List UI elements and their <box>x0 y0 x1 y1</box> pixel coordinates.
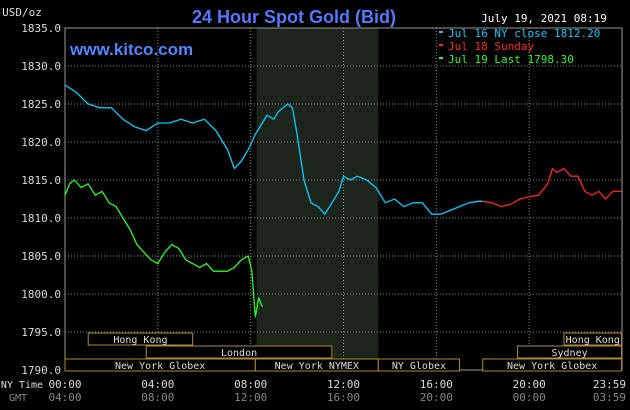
y-tick-label: 1820.0 <box>21 136 61 149</box>
price-series <box>64 84 622 318</box>
x-tick-label-gmt: 04:00 <box>48 391 81 404</box>
x-tick-label-ny: 20:00 <box>513 378 546 391</box>
series-line-1 <box>482 167 622 208</box>
x-tick-label-ny: 04:00 <box>141 378 174 391</box>
session-label: London <box>221 348 257 359</box>
x-tick-label-ny: 16:00 <box>420 378 453 391</box>
y-tick-label: 1800.0 <box>21 288 61 301</box>
nymex-shaded-region <box>256 28 379 370</box>
kitco-website-label: www.kitco.com <box>69 40 193 59</box>
series-line-0 <box>64 84 483 215</box>
session-label: New York Globex <box>115 361 205 372</box>
legend: Jul 16 NY close 1812.20 Jul 18 Sunday Ju… <box>439 27 600 66</box>
x-tick-label-gmt: 08:00 <box>141 391 174 404</box>
grid-lines <box>65 28 622 370</box>
y-tick-label: 1835.0 <box>21 22 61 35</box>
session-bar <box>563 332 623 346</box>
market-session-bars: Hong Kong London New York Globex New York N… <box>64 332 623 372</box>
x-tick-label-gmt: 03:59 <box>593 391 626 404</box>
y-tick-label: 1825.0 <box>21 98 61 111</box>
y-tick-label: 1805.0 <box>21 250 61 263</box>
x-tick-label-ny: 12:00 <box>327 378 360 391</box>
y-tick-label: 1830.0 <box>21 60 61 73</box>
session-bar <box>145 345 333 359</box>
legend-entry-jul18: Jul 18 Sunday <box>448 40 534 53</box>
session-label: Hong Kong <box>113 335 167 346</box>
session-label: Hong Kong <box>566 335 620 346</box>
session-label: New York NYMEX <box>275 361 359 372</box>
y-tick-labels: 1835.0 1830.0 1825.0 1820.0 1815.0 1810.0 1805… <box>21 22 61 377</box>
session-bar <box>87 332 194 346</box>
x-tick-label-ny: 23:59 <box>593 378 626 391</box>
y-tick-label: 1815.0 <box>21 174 61 187</box>
legend-swatch-jul18 <box>439 44 443 46</box>
x-tick-label-ny: 08:00 <box>234 378 267 391</box>
x-tick-label-gmt: 16:00 <box>327 391 360 404</box>
legend-swatch-jul19 <box>439 57 443 59</box>
x-tick-label-gmt: 00:00 <box>513 391 546 404</box>
session-bar <box>482 358 623 372</box>
y-axis-unit-label: USD/oz <box>2 6 42 19</box>
y-tick-label: 1790.0 <box>21 364 61 377</box>
x-tick-label-gmt: 12:00 <box>234 391 267 404</box>
session-label: Sydney <box>551 348 587 359</box>
x-tick-label-ny: 00:00 <box>48 378 81 391</box>
session-label: New York Globex <box>507 361 597 372</box>
session-bar <box>517 345 623 359</box>
session-label: NY Globex <box>392 361 446 372</box>
session-bar <box>377 358 461 372</box>
x-tick-labels: 00:0004:0004:0008:0008:0012:0012:0016:00… <box>48 378 626 404</box>
chart-title: 24 Hour Spot Gold (Bid) <box>192 7 396 27</box>
legend-entry-jul19: Jul 19 Last 1798.30 <box>448 53 574 66</box>
x-axis-gmt-label: GMT <box>9 393 27 404</box>
series-line-2 <box>64 179 263 318</box>
y-tick-label: 1795.0 <box>21 326 61 339</box>
legend-entry-jul16: Jul 16 NY close 1812.20 <box>448 27 600 40</box>
y-tick-label: 1810.0 <box>21 212 61 225</box>
x-axis-ny-time-label: NY Time <box>1 380 43 391</box>
x-tick-label-gmt: 20:00 <box>420 391 453 404</box>
legend-swatch-jul16 <box>439 31 443 33</box>
chart-timestamp: July 19, 2021 08:19 <box>481 12 607 25</box>
